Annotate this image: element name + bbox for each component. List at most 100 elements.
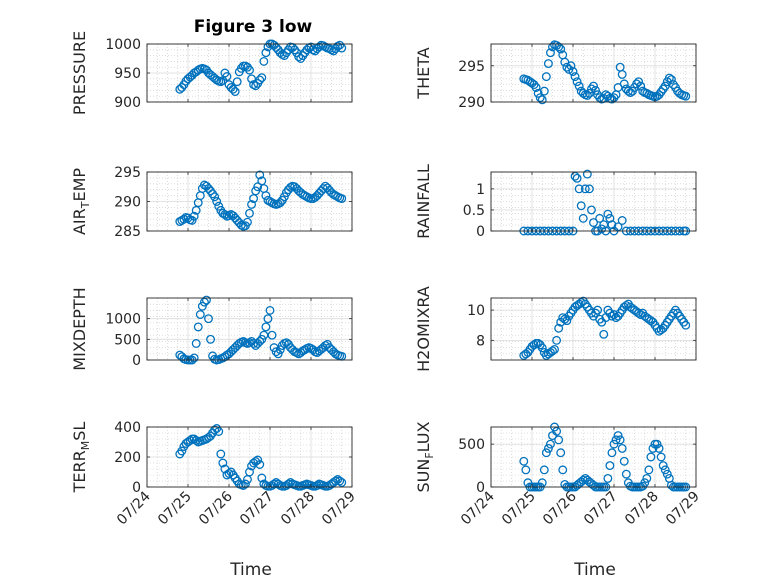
- y-tick-label: 0: [132, 480, 141, 496]
- data-point: [535, 93, 545, 103]
- data-point: [537, 95, 547, 105]
- data-point: [210, 425, 220, 435]
- data-point: [554, 435, 564, 445]
- data-point: [613, 431, 623, 441]
- data-point: [543, 59, 553, 69]
- y-tick-label: 0: [476, 224, 485, 240]
- y-axis-label: PRESSURE: [70, 31, 89, 115]
- data-point: [238, 481, 248, 490]
- data-point: [568, 67, 578, 76]
- data-point: [245, 208, 254, 218]
- data-point: [240, 479, 250, 489]
- series-theta: [519, 40, 691, 105]
- y-axis-label: TERRMSL: [70, 422, 92, 494]
- data-point: [582, 169, 592, 179]
- data-point: [599, 329, 609, 339]
- data-point: [603, 209, 613, 219]
- data-point: [224, 469, 234, 478]
- data-point: [589, 218, 598, 228]
- y-axis-label-main: RAINFALL: [414, 164, 433, 239]
- data-point: [251, 81, 261, 91]
- data-point: [548, 42, 557, 52]
- axes-box: [490, 426, 697, 488]
- data-point: [611, 435, 621, 445]
- data-point: [634, 77, 644, 87]
- x-axis-label-left: Time: [229, 560, 272, 580]
- data-point: [576, 201, 586, 211]
- y-tick-label: 290: [458, 95, 485, 111]
- figure-title: Figure 3 low: [194, 17, 313, 37]
- y-tick-label: 295: [458, 59, 485, 75]
- y-tick-label: 295: [114, 165, 141, 181]
- data-point: [660, 465, 670, 475]
- data-point: [605, 213, 615, 223]
- y-axis-label-main: H2OMIXRA: [414, 286, 433, 372]
- data-point: [589, 81, 598, 91]
- data-point: [652, 439, 662, 449]
- data-point: [257, 334, 267, 344]
- data-point: [255, 460, 265, 469]
- data-point: [335, 476, 345, 486]
- data-point: [191, 436, 201, 445]
- y-axis-label-main: MIXDEPTH: [70, 287, 89, 370]
- y-axis-label-main: THETA: [414, 47, 433, 99]
- y-tick-label: 1: [476, 182, 485, 198]
- data-point: [230, 87, 240, 97]
- data-point: [212, 197, 222, 206]
- data-point: [664, 73, 674, 83]
- axes-box: [490, 297, 697, 361]
- data-point: [556, 44, 566, 54]
- axes-box: [490, 171, 697, 232]
- data-point: [681, 320, 691, 330]
- y-tick-label: 285: [114, 224, 141, 240]
- data-point: [574, 184, 584, 194]
- data-point: [539, 86, 549, 96]
- data-point: [666, 480, 676, 490]
- subplot-air_temp: 285 290 295 AIRTEMP: [70, 165, 353, 240]
- data-point: [179, 214, 189, 224]
- y-axis-label: AIRTEMP: [70, 168, 92, 235]
- x-tick-label: 07/29: [319, 489, 359, 529]
- x-tick-label: 07/25: [499, 489, 539, 529]
- y-axis-label: MIXDEPTH: [70, 287, 89, 370]
- x-tick-label: 07/27: [237, 489, 277, 529]
- data-point: [216, 449, 226, 459]
- data-point: [210, 192, 220, 202]
- data-point: [615, 435, 625, 445]
- data-point: [654, 443, 664, 453]
- data-point: [314, 42, 324, 52]
- data-point: [642, 473, 652, 483]
- subplot-theta: 290 295 THETA: [414, 40, 697, 111]
- data-point: [609, 439, 619, 449]
- x-tick-label: 07/28: [622, 489, 662, 529]
- data-point: [562, 316, 572, 326]
- data-point: [261, 48, 271, 58]
- data-point: [201, 295, 211, 305]
- data-point: [214, 427, 224, 436]
- data-point: [636, 81, 646, 91]
- data-point: [658, 461, 668, 471]
- y-axis-label-main: AIR: [70, 208, 89, 235]
- y-tick-label: 400: [114, 420, 141, 436]
- data-point: [247, 199, 256, 209]
- data-point: [337, 194, 347, 203]
- data-point: [279, 192, 289, 202]
- y-tick-label: 8: [476, 333, 485, 349]
- y-tick-label: 1000: [105, 312, 141, 328]
- data-point: [197, 301, 207, 311]
- data-point: [232, 77, 242, 87]
- y-tick-label: 0: [132, 353, 141, 369]
- subplot-rainfall: 0 0.5 1 RAINFALL: [414, 164, 697, 240]
- data-point: [294, 52, 304, 62]
- data-point: [185, 436, 195, 445]
- data-point: [177, 446, 187, 456]
- data-point: [275, 198, 285, 208]
- subplot-h2omixra: 8 10 H2OMIXRA: [414, 286, 697, 372]
- data-point: [519, 456, 529, 466]
- y-tick-label: 200: [114, 450, 141, 466]
- data-point: [607, 448, 617, 458]
- data-point: [245, 467, 254, 477]
- series-air_temp: [175, 170, 347, 231]
- data-point: [247, 74, 256, 84]
